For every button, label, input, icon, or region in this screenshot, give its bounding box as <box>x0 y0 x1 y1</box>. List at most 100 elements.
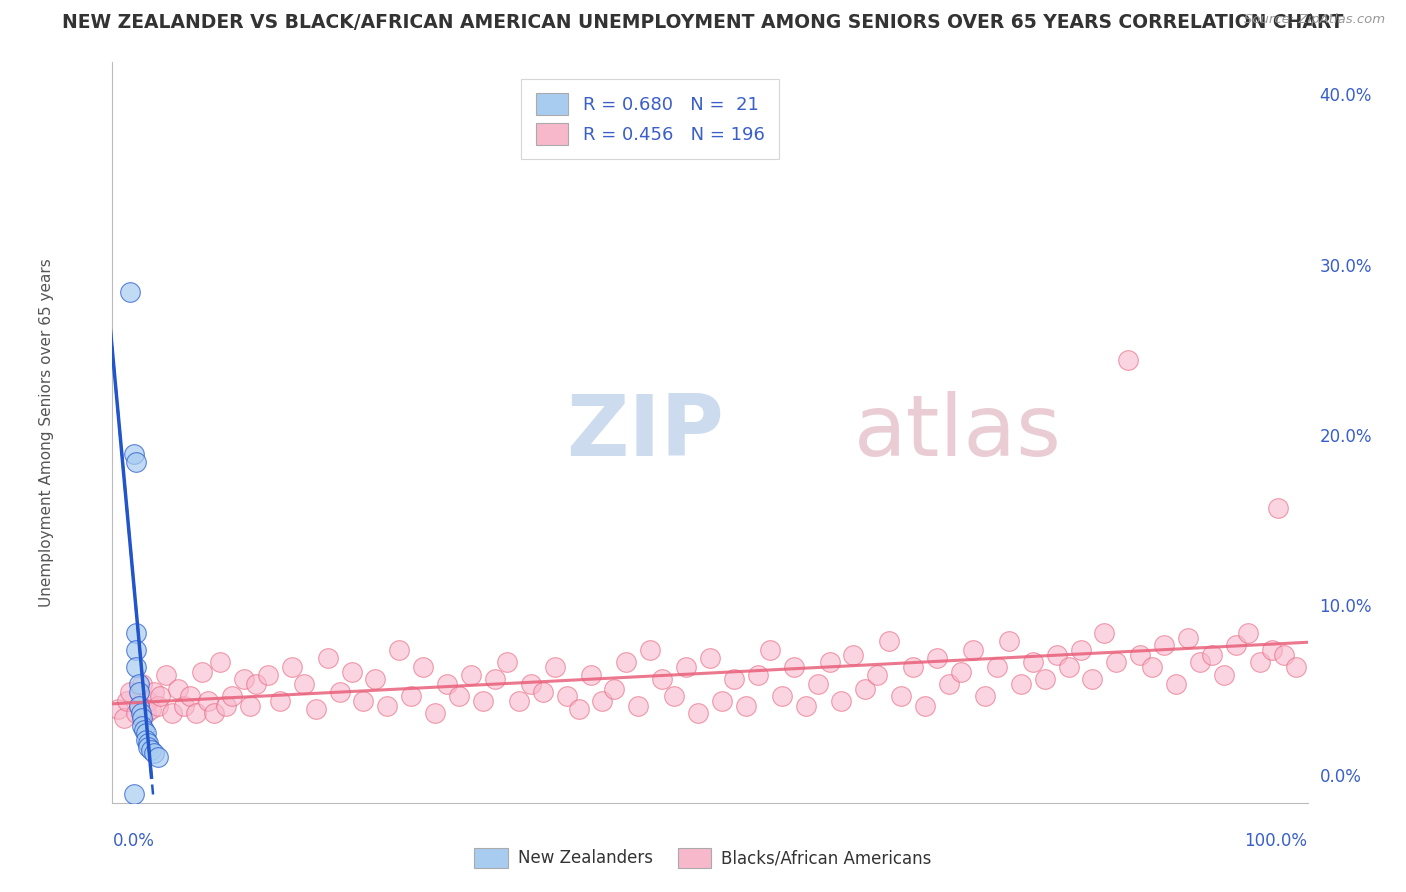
Point <box>132 723 155 737</box>
Point <box>1272 648 1295 662</box>
Point <box>842 648 865 662</box>
Point <box>125 455 148 469</box>
Point <box>1213 668 1236 682</box>
Point <box>129 706 152 720</box>
Point <box>364 672 387 686</box>
Point <box>640 642 662 657</box>
Point <box>120 285 142 300</box>
Point <box>938 676 960 690</box>
Point <box>122 447 145 461</box>
Point <box>782 659 804 673</box>
Point <box>1201 648 1223 662</box>
Point <box>352 694 374 708</box>
Point <box>472 694 495 708</box>
Point <box>950 665 973 679</box>
Point <box>447 689 470 703</box>
Point <box>257 668 280 682</box>
Point <box>221 689 243 703</box>
Point <box>664 689 686 703</box>
Point <box>903 659 925 673</box>
Text: Source: ZipAtlas.com: Source: ZipAtlas.com <box>1244 13 1385 27</box>
Point <box>131 676 153 690</box>
Point <box>269 694 291 708</box>
Point <box>1189 655 1212 669</box>
Point <box>245 676 267 690</box>
Point <box>128 685 150 699</box>
Point <box>1153 638 1175 652</box>
Point <box>1225 638 1247 652</box>
Point <box>1010 676 1032 690</box>
Point <box>316 651 339 665</box>
Point <box>114 711 135 725</box>
Point <box>115 694 138 708</box>
Point <box>831 694 853 708</box>
Point <box>305 702 328 716</box>
Point <box>592 694 614 708</box>
Point <box>139 743 162 757</box>
Point <box>927 651 949 665</box>
Point <box>747 668 769 682</box>
Point <box>125 625 148 640</box>
Point <box>914 698 936 713</box>
Point <box>202 706 225 720</box>
Point <box>436 676 458 690</box>
Point <box>508 694 530 708</box>
Point <box>1261 642 1284 657</box>
Point <box>179 689 201 703</box>
Point <box>603 681 626 696</box>
Point <box>616 655 638 669</box>
Point <box>711 694 734 708</box>
Point <box>128 698 150 713</box>
Text: NEW ZEALANDER VS BLACK/AFRICAN AMERICAN UNEMPLOYMENT AMONG SENIORS OVER 65 YEARS: NEW ZEALANDER VS BLACK/AFRICAN AMERICAN … <box>62 13 1344 32</box>
Point <box>1249 655 1271 669</box>
Point <box>107 702 129 716</box>
Point <box>1094 625 1116 640</box>
Point <box>125 642 148 657</box>
Point <box>135 732 157 747</box>
Point <box>173 698 195 713</box>
Text: 100.0%: 100.0% <box>1244 832 1308 850</box>
Point <box>209 655 232 669</box>
Point <box>555 689 578 703</box>
Point <box>120 685 142 699</box>
Point <box>131 711 153 725</box>
Point <box>125 706 148 720</box>
Point <box>735 698 758 713</box>
Point <box>138 736 160 750</box>
Point <box>1022 655 1045 669</box>
Point <box>138 694 160 708</box>
Point <box>759 642 782 657</box>
Point <box>723 672 745 686</box>
Point <box>627 698 650 713</box>
Text: 0.0%: 0.0% <box>1320 768 1361 786</box>
Point <box>292 676 315 690</box>
Point <box>186 706 208 720</box>
Point <box>1142 659 1164 673</box>
Point <box>146 698 169 713</box>
Point <box>579 668 602 682</box>
Point <box>1177 631 1199 645</box>
Point <box>135 726 157 740</box>
Point <box>855 681 877 696</box>
Point <box>1237 625 1260 640</box>
Point <box>1070 642 1092 657</box>
Point <box>986 659 1008 673</box>
Point <box>1285 659 1308 673</box>
Point <box>1033 672 1056 686</box>
Point <box>1046 648 1069 662</box>
Point <box>131 719 153 733</box>
Point <box>484 672 506 686</box>
Point <box>520 676 543 690</box>
Point <box>1129 648 1152 662</box>
Point <box>688 706 710 720</box>
Legend: New Zealanders, Blacks/African Americans: New Zealanders, Blacks/African Americans <box>468 841 938 875</box>
Point <box>1166 676 1188 690</box>
Point <box>866 668 889 682</box>
Point <box>377 698 399 713</box>
Point <box>128 676 150 690</box>
Point <box>425 706 447 720</box>
Point <box>998 634 1021 648</box>
Point <box>543 659 565 673</box>
Point <box>1057 659 1080 673</box>
Text: 0.0%: 0.0% <box>112 832 155 850</box>
